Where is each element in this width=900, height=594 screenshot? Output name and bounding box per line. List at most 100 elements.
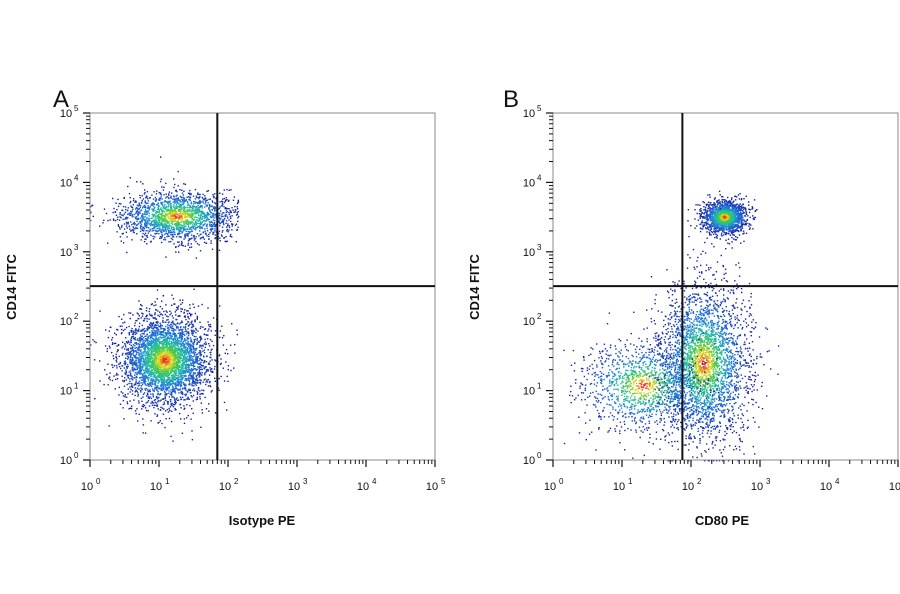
event-dot (173, 303, 175, 305)
event-dot (187, 231, 189, 233)
event-dot (168, 347, 170, 349)
event-dot (173, 375, 175, 377)
event-dot (135, 216, 138, 218)
event-dot (156, 363, 158, 366)
event-dot (177, 185, 179, 187)
event-dot (181, 225, 184, 227)
event-dot (234, 224, 237, 226)
event-dot (152, 202, 154, 204)
event-dot (137, 349, 139, 351)
event-dot (143, 376, 145, 379)
event-dot (133, 228, 135, 230)
event-dot (214, 226, 216, 228)
event-dot (140, 204, 142, 207)
event-dot (178, 352, 181, 354)
event-dot (179, 195, 182, 198)
event-dot (169, 364, 171, 366)
event-dot (147, 232, 150, 234)
event-dot (175, 213, 177, 215)
event-dot (180, 243, 183, 245)
event-dot (210, 225, 212, 228)
event-dot (139, 373, 141, 375)
event-dot (181, 354, 183, 356)
event-dot (156, 358, 158, 360)
event-dot (206, 379, 208, 381)
event-dot (214, 330, 217, 332)
event-dot (193, 330, 196, 332)
event-dot (121, 214, 123, 216)
event-dot (150, 224, 152, 227)
event-dot (227, 368, 229, 371)
event-dot (153, 406, 155, 409)
event-dot (179, 215, 181, 218)
event-dot (204, 203, 206, 205)
event-dot (119, 325, 121, 327)
event-dot (190, 238, 192, 240)
event-dot (171, 208, 173, 210)
event-dot (162, 403, 164, 406)
event-dot (141, 352, 143, 354)
event-dot (171, 349, 174, 351)
event-dot (108, 376, 111, 378)
event-dot (180, 407, 182, 409)
event-dot (178, 348, 180, 351)
event-dot (180, 363, 182, 366)
event-dot (154, 312, 156, 314)
event-dot (150, 336, 153, 338)
event-dot (164, 220, 166, 222)
event-dot (131, 327, 133, 330)
event-dot (182, 204, 184, 206)
event-dot (142, 382, 144, 384)
event-dot (164, 347, 166, 349)
event-dot (184, 212, 186, 215)
event-dot (186, 216, 188, 218)
event-dot (174, 214, 177, 216)
event-dot (183, 205, 185, 208)
event-dot (198, 220, 200, 222)
event-dot (155, 368, 157, 370)
event-dot (168, 204, 170, 206)
event-dot (186, 211, 188, 213)
event-dot (181, 379, 183, 381)
event-dot (199, 225, 201, 227)
event-dot (180, 378, 182, 380)
event-dot (138, 221, 141, 223)
event-dot (181, 320, 183, 322)
event-dot (191, 226, 193, 228)
event-dot (146, 320, 148, 322)
event-dot (175, 190, 177, 192)
event-dot (145, 339, 147, 342)
event-dot (181, 232, 183, 234)
event-dot (142, 406, 145, 408)
event-dot (149, 353, 151, 355)
event-dot (140, 223, 143, 225)
event-dot (165, 370, 167, 372)
event-dot (206, 213, 209, 215)
event-dot (142, 183, 144, 185)
event-dot (103, 219, 105, 222)
event-dot (172, 390, 174, 392)
event-dot (182, 202, 184, 204)
event-dot (181, 215, 183, 217)
event-dot (125, 221, 128, 224)
event-dot (175, 251, 177, 253)
event-dot (198, 210, 201, 212)
event-dot (149, 366, 151, 368)
event-dot (183, 197, 186, 199)
event-dot (163, 225, 165, 228)
event-dot (209, 221, 211, 224)
event-dot (175, 197, 177, 200)
event-dot (176, 228, 178, 230)
event-dot (158, 233, 160, 235)
event-dot (131, 358, 134, 360)
event-dot (158, 215, 160, 217)
event-dot (112, 366, 114, 369)
event-dot (177, 342, 179, 345)
event-dot (138, 202, 141, 204)
event-dot (156, 359, 158, 362)
event-dot (178, 251, 180, 253)
event-dot (137, 351, 139, 353)
event-dot (173, 178, 175, 180)
event-dot (150, 347, 152, 349)
event-dot (163, 345, 165, 348)
